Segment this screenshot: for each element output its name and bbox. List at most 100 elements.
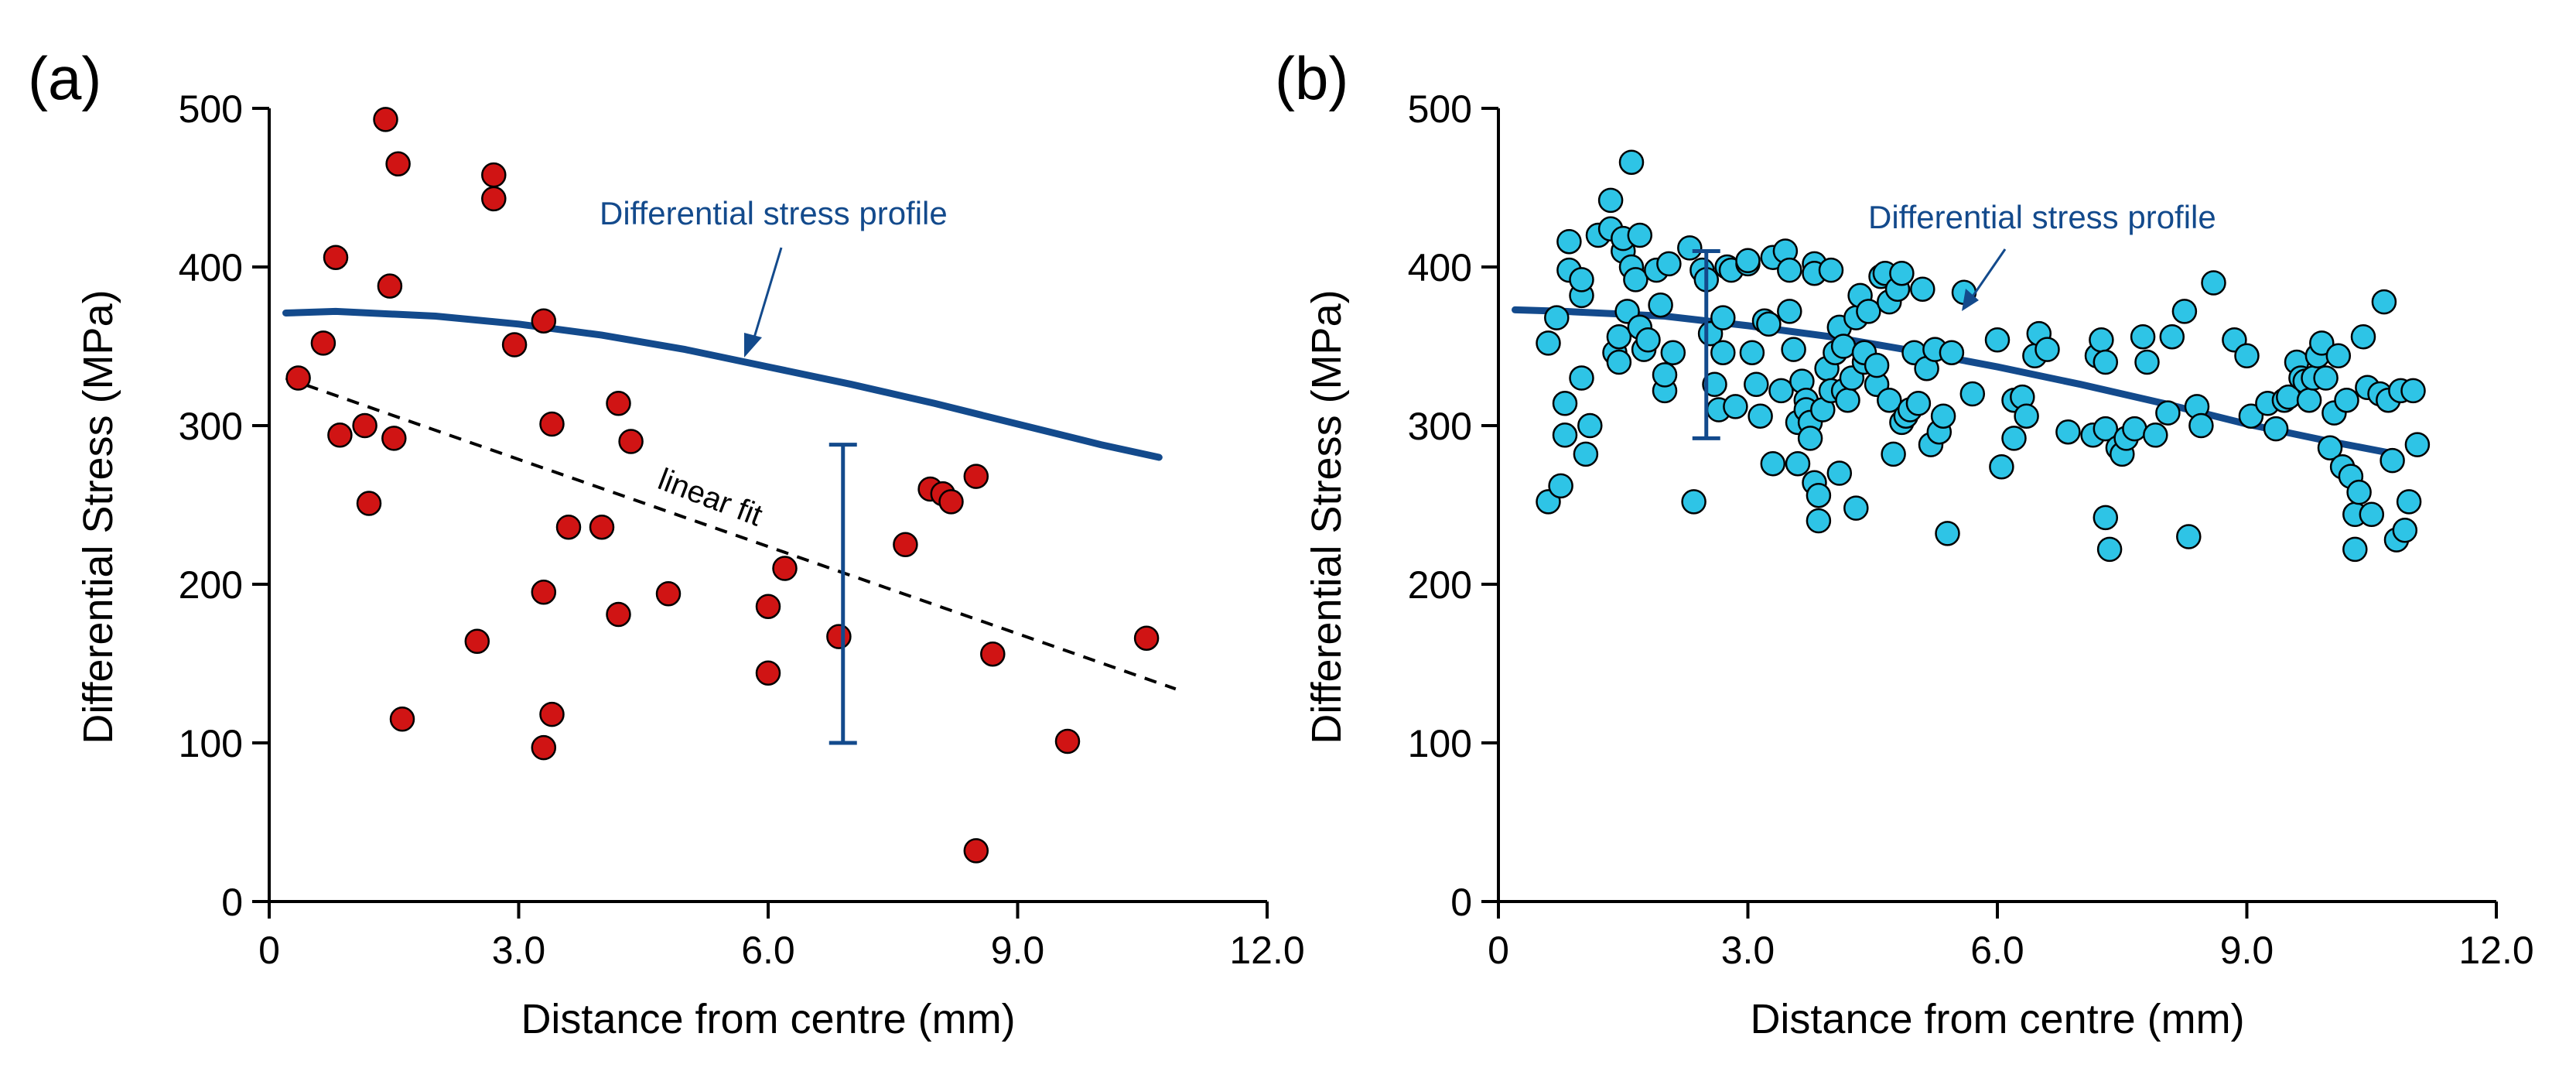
panel-a-data-point bbox=[354, 414, 377, 437]
panel-b-data-point bbox=[2298, 388, 2321, 412]
panel-a-linear-fit-line bbox=[286, 378, 1176, 689]
panel-a-data-point bbox=[607, 603, 630, 626]
panel-a-data-point bbox=[757, 595, 780, 618]
panel-a-data-point bbox=[541, 412, 564, 436]
panel-a-data-point bbox=[312, 331, 335, 354]
panel-b-data-point bbox=[2402, 379, 2425, 402]
panel-a-data-point bbox=[1135, 627, 1158, 650]
panel-b-data-point bbox=[1786, 452, 1809, 475]
panel-b-data-point bbox=[1662, 341, 1685, 364]
panel-b-data-point bbox=[1865, 354, 1888, 377]
panel-b-y-tick-label: 0 bbox=[1450, 881, 1472, 924]
panel-b-data-point bbox=[2373, 290, 2396, 313]
panel-b-data-point bbox=[1724, 395, 1747, 418]
panel-a-y-tick-label: 500 bbox=[179, 87, 243, 131]
panel-b-data-point bbox=[1711, 306, 1734, 330]
panel-a-data-point bbox=[1056, 730, 1079, 753]
panel-b-data-point bbox=[2098, 538, 2121, 561]
panel-b-data-point bbox=[2156, 402, 2179, 425]
panel-a-data-point bbox=[374, 108, 398, 131]
panel-a-error-bar bbox=[829, 445, 857, 743]
panel-b-data-point bbox=[2393, 518, 2417, 542]
panel-a-data-point bbox=[357, 492, 381, 515]
panel-b-data-point bbox=[1770, 379, 1793, 402]
panel-b-x-tick-label: 0 bbox=[1488, 929, 1509, 972]
panel-a-data-point bbox=[532, 736, 555, 759]
panel-b-data-point bbox=[1711, 341, 1734, 364]
panel-a-data-point bbox=[557, 515, 580, 539]
panel-b-data-point bbox=[1549, 474, 1573, 498]
panel-b-data-point bbox=[2056, 420, 2079, 443]
panel-a-data-point bbox=[590, 515, 613, 539]
panel-a-y-tick-label: 100 bbox=[179, 722, 243, 765]
panel-a-y-tick-label: 300 bbox=[179, 405, 243, 448]
panel-b-data-point bbox=[1537, 331, 1560, 354]
panel-b-data-point bbox=[1907, 392, 1930, 415]
panel-a-data-point bbox=[965, 465, 988, 488]
panel-a-x-tick-label: 3.0 bbox=[492, 929, 546, 972]
panel-b-data-point bbox=[1678, 236, 1701, 259]
panel-b-data-point bbox=[1936, 522, 1959, 545]
panel-b-x-tick-label: 9.0 bbox=[2220, 929, 2274, 972]
panel-b-data-point bbox=[1844, 497, 1867, 520]
panel-b-data-point bbox=[1628, 224, 1652, 247]
panel-b-data-point bbox=[1741, 341, 1764, 364]
panel-b-data-point bbox=[2161, 325, 2184, 348]
panel-a-y-tick-label: 200 bbox=[179, 563, 243, 607]
panel-b-data-point bbox=[1890, 262, 1913, 285]
panel-b-data-point bbox=[1570, 268, 1594, 291]
panel-a-data-point bbox=[620, 430, 643, 453]
panel-b-data-point bbox=[1778, 258, 1801, 282]
panel-a-data-point bbox=[893, 533, 917, 556]
panel-a-data-point bbox=[607, 392, 630, 415]
panel-b-data-point bbox=[1836, 388, 1860, 412]
panel-a-data-point bbox=[940, 490, 963, 513]
panel-b-data-point bbox=[2173, 299, 2196, 323]
panel-b-data-point bbox=[2131, 325, 2154, 348]
panel-b-data-point bbox=[1828, 462, 1851, 485]
panel-b-x-tick-label: 6.0 bbox=[1970, 929, 2024, 972]
panel-b-data-point bbox=[1649, 293, 1672, 317]
panel-b-y-tick-label: 400 bbox=[1408, 246, 1472, 289]
panel-a-profile-line bbox=[286, 311, 1160, 457]
panel-a-y-tick-label: 0 bbox=[221, 881, 243, 924]
panel-b-data-point bbox=[1807, 509, 1830, 532]
panel-b-data-point bbox=[2015, 405, 2038, 428]
panel-b-y-tick-label: 500 bbox=[1408, 87, 1472, 131]
panel-b-data-point bbox=[1737, 249, 1760, 272]
panel-a-data-point bbox=[981, 642, 1004, 666]
panel-b-y-tick-label: 100 bbox=[1408, 722, 1472, 765]
panel-a-x-tick-label: 12.0 bbox=[1229, 929, 1304, 972]
panel-a-label: (a) bbox=[28, 44, 101, 112]
panel-a-profile-annotation: Differential stress profile bbox=[600, 195, 948, 231]
panel-a-data-point bbox=[532, 580, 555, 604]
panel-b-data-point bbox=[1757, 313, 1780, 336]
panel-a-data-point bbox=[387, 152, 410, 176]
panel-b-data-point bbox=[1819, 258, 1843, 282]
panel-b-data-point bbox=[2335, 388, 2359, 412]
panel-a-data-point bbox=[657, 582, 680, 605]
panel-b-data-point bbox=[2189, 414, 2212, 437]
panel-b-data-point bbox=[1624, 268, 1647, 291]
panel-b-data-point bbox=[2381, 449, 2404, 472]
panel-b-data-point bbox=[1807, 484, 1830, 507]
panel-a-data-point bbox=[503, 334, 526, 357]
panel-b-y-tick-label: 300 bbox=[1408, 405, 1472, 448]
panel-b-data-point bbox=[1574, 443, 1597, 466]
panel-b-data-point bbox=[1607, 325, 1631, 348]
panel-a-x-tick-label: 6.0 bbox=[741, 929, 795, 972]
panel-a-y-tick-label: 400 bbox=[179, 246, 243, 289]
panel-a-data-point bbox=[378, 275, 401, 298]
figure: (a) 0 3.0 6.0 9.0 12.0 0 100 200 300 400 500 Dista… bbox=[0, 0, 2576, 1071]
panel-b: (b) 0 3.0 6.0 9.0 12.0 0 100 200 300 400 500 Dista… bbox=[1275, 44, 2534, 1042]
panel-b-data-point bbox=[2406, 433, 2429, 457]
panel-a-data-point bbox=[827, 625, 850, 648]
panel-b-data-point bbox=[2089, 328, 2113, 351]
panel-b-data-point bbox=[1799, 426, 1822, 450]
panel-b-x-axis-label: Distance from centre (mm) bbox=[1750, 996, 2244, 1042]
panel-a-data-point bbox=[328, 423, 351, 447]
panel-a: (a) 0 3.0 6.0 9.0 12.0 0 100 200 300 400 500 Dista… bbox=[28, 44, 1305, 1042]
panel-b-data-point bbox=[1657, 252, 1680, 275]
panel-b-data-point bbox=[2343, 538, 2366, 561]
panel-a-data-point bbox=[965, 839, 988, 862]
